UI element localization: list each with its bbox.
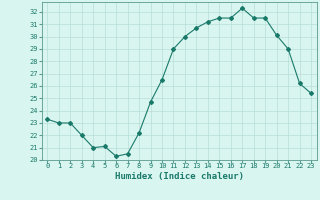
X-axis label: Humidex (Indice chaleur): Humidex (Indice chaleur): [115, 172, 244, 181]
